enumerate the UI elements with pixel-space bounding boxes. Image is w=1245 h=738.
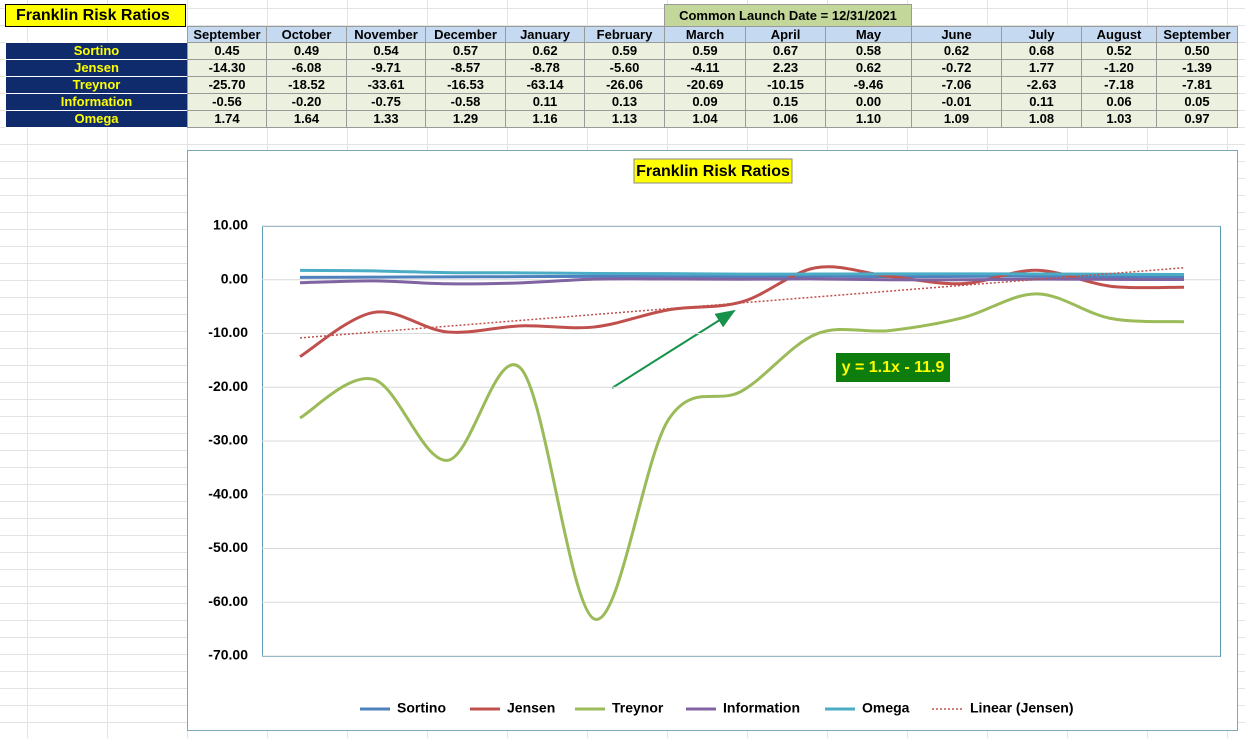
- table-cell: -63.14: [505, 76, 585, 94]
- launch-note: Common Launch Date = 12/31/2021: [664, 4, 912, 27]
- table-cell: -7.81: [1156, 76, 1238, 94]
- legend-label: Sortino: [397, 700, 446, 716]
- table-cell: -8.78: [505, 59, 585, 77]
- arrow: [611, 309, 736, 389]
- table-cell: 1.04: [664, 110, 746, 128]
- table-cell: 1.06: [745, 110, 826, 128]
- table-cell: 1.33: [346, 110, 426, 128]
- trend-equation: y = 1.1x - 11.9: [842, 359, 945, 376]
- series-line: [299, 274, 1185, 279]
- table-cell: 0.15: [745, 93, 826, 111]
- legend-label: Omega: [862, 700, 910, 716]
- table-cell: -2.63: [1001, 76, 1082, 94]
- table-cell: 0.06: [1081, 93, 1157, 111]
- y-tick-label: -10.00: [208, 324, 248, 340]
- y-tick-label: 10.00: [213, 217, 248, 233]
- table-cell: -18.52: [266, 76, 347, 94]
- title-box: [633, 158, 793, 184]
- series-line: [299, 265, 1185, 358]
- table-cell: 1.08: [1001, 110, 1082, 128]
- y-tick-label: -50.00: [208, 539, 248, 555]
- table-cell: 1.29: [425, 110, 506, 128]
- table-cell: -1.20: [1081, 59, 1157, 77]
- y-tick-label: -70.00: [208, 647, 248, 663]
- sheet-title: Franklin Risk Ratios: [5, 4, 186, 27]
- series-line: [299, 277, 1185, 286]
- table-cell: 0.57: [425, 42, 506, 60]
- row-label: Treynor: [5, 76, 188, 94]
- column-header: September: [187, 26, 267, 43]
- y-tick-label: -60.00: [208, 593, 248, 609]
- y-tick-label: -30.00: [208, 432, 248, 448]
- legend-label: Treynor: [612, 700, 664, 716]
- table-cell: 1.09: [911, 110, 1002, 128]
- table-cell: 1.77: [1001, 59, 1082, 77]
- series-line: [299, 292, 1185, 621]
- column-header: September: [1156, 26, 1238, 43]
- table-cell: 0.50: [1156, 42, 1238, 60]
- equation-box: [836, 353, 950, 382]
- table-cell: 0.97: [1156, 110, 1238, 128]
- chart-title: Franklin Risk Ratios: [636, 163, 790, 180]
- column-header: December: [425, 26, 506, 43]
- table-cell: 1.16: [505, 110, 585, 128]
- y-tick-label: -20.00: [208, 378, 248, 394]
- table-cell: -9.46: [825, 76, 912, 94]
- table-cell: -0.58: [425, 93, 506, 111]
- legend-label: Information: [723, 700, 800, 716]
- table-cell: -25.70: [187, 76, 267, 94]
- y-tick-label: 0.00: [221, 270, 248, 286]
- table-cell: 1.10: [825, 110, 912, 128]
- series-line: [299, 268, 1185, 277]
- table-cell: -7.18: [1081, 76, 1157, 94]
- legend-label: Jensen: [507, 700, 555, 716]
- row-label: Omega: [5, 110, 188, 128]
- column-header: July: [1001, 26, 1082, 43]
- table-cell: -9.71: [346, 59, 426, 77]
- y-tick-label: -40.00: [208, 485, 248, 501]
- table-cell: 1.74: [187, 110, 267, 128]
- column-header: February: [584, 26, 665, 43]
- table-cell: 0.59: [664, 42, 746, 60]
- legend-label: Linear (Jensen): [970, 700, 1073, 716]
- table-cell: 0.11: [505, 93, 585, 111]
